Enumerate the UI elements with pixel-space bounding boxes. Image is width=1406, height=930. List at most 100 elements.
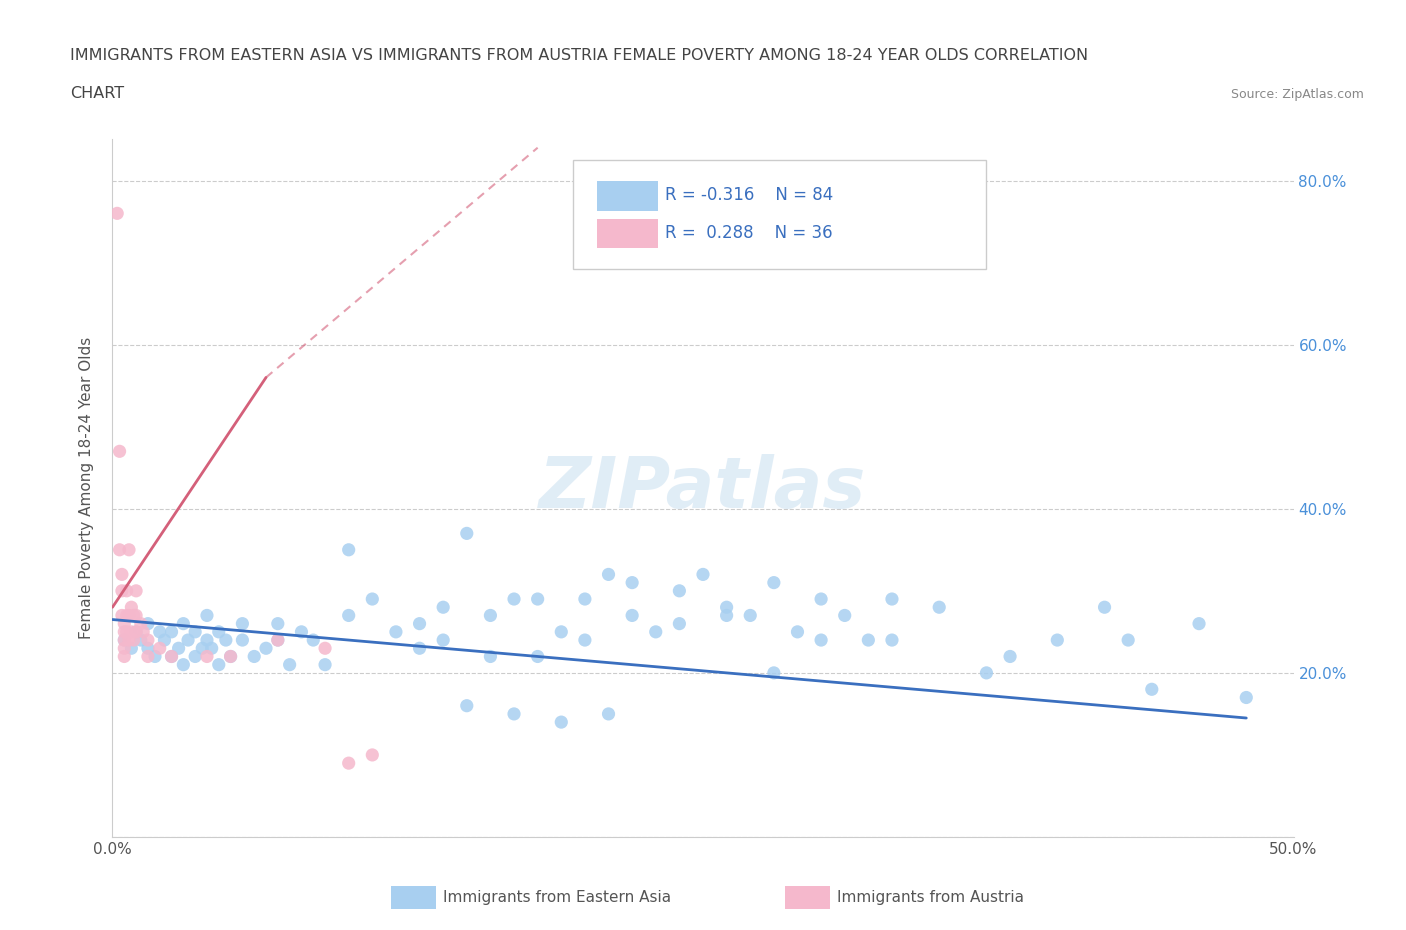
Point [172, 617, 194, 631]
Point [385, 624, 408, 639]
Point [1234, 690, 1257, 705]
Point [1188, 617, 1211, 631]
Point [574, 591, 596, 606]
Point [267, 617, 290, 631]
Point [149, 624, 172, 639]
Point [810, 632, 832, 647]
Point [314, 641, 336, 656]
Point [668, 617, 690, 631]
Point [290, 624, 312, 639]
Point [118, 542, 141, 557]
Point [1116, 632, 1139, 647]
Point [231, 617, 253, 631]
Point [692, 567, 714, 582]
Point [337, 608, 360, 623]
Point [526, 649, 548, 664]
Y-axis label: Female Poverty Among 18-24 Year Olds: Female Poverty Among 18-24 Year Olds [79, 338, 94, 640]
Point [111, 567, 134, 582]
Point [243, 649, 266, 664]
Point [195, 632, 218, 647]
Point [834, 608, 856, 623]
Point [105, 206, 128, 220]
Point [278, 658, 301, 672]
Text: R =  0.288    N = 36: R = 0.288 N = 36 [665, 224, 832, 242]
Point [998, 649, 1021, 664]
Point [153, 632, 176, 647]
Point [208, 658, 231, 672]
Point [115, 583, 138, 598]
Point [208, 624, 231, 639]
Point [172, 658, 194, 672]
Point [132, 624, 155, 639]
Point [115, 608, 138, 623]
Point [479, 649, 502, 664]
Text: ZIPatlas: ZIPatlas [540, 454, 866, 523]
Point [112, 624, 135, 639]
Point [716, 608, 738, 623]
Point [361, 748, 384, 763]
Point [118, 608, 141, 623]
Point [108, 444, 131, 458]
Point [408, 617, 430, 631]
Point [215, 632, 238, 647]
Point [786, 624, 808, 639]
Text: Immigrants from Eastern Asia: Immigrants from Eastern Asia [443, 890, 671, 905]
Point [302, 632, 325, 647]
Point [550, 714, 572, 729]
Point [111, 583, 134, 598]
FancyBboxPatch shape [574, 161, 987, 269]
Point [337, 756, 360, 771]
Point [432, 632, 454, 647]
Point [120, 641, 142, 656]
Point [184, 624, 207, 639]
FancyBboxPatch shape [596, 219, 658, 248]
Point [621, 575, 644, 590]
Point [112, 632, 135, 647]
Point [267, 632, 290, 647]
Point [231, 632, 253, 647]
Point [125, 608, 148, 623]
Point [361, 591, 384, 606]
Text: Immigrants from Austria: Immigrants from Austria [837, 890, 1024, 905]
Point [129, 632, 152, 647]
Point [108, 542, 131, 557]
Point [195, 649, 218, 664]
Point [111, 608, 134, 623]
Point [160, 649, 183, 664]
Point [195, 608, 218, 623]
Point [598, 707, 620, 722]
Text: Source: ZipAtlas.com: Source: ZipAtlas.com [1230, 87, 1364, 100]
Point [621, 608, 644, 623]
Point [432, 600, 454, 615]
Point [112, 617, 135, 631]
Point [858, 632, 880, 647]
Point [503, 591, 526, 606]
Point [1094, 600, 1116, 615]
Point [160, 624, 183, 639]
Point [880, 632, 903, 647]
Point [740, 608, 762, 623]
Point [598, 567, 620, 582]
Point [337, 542, 360, 557]
Point [122, 632, 145, 647]
Point [125, 624, 148, 639]
Point [668, 583, 690, 598]
Point [503, 707, 526, 722]
Point [160, 649, 183, 664]
Point [550, 624, 572, 639]
Point [219, 649, 242, 664]
Point [136, 641, 159, 656]
Point [120, 600, 142, 615]
Point [112, 641, 135, 656]
Point [1046, 632, 1069, 647]
Point [143, 649, 166, 664]
Point [574, 632, 596, 647]
Point [112, 632, 135, 647]
Point [120, 624, 142, 639]
Point [810, 591, 832, 606]
Point [526, 591, 548, 606]
Point [136, 632, 159, 647]
Point [149, 641, 172, 656]
Point [177, 632, 200, 647]
Text: R = -0.316    N = 84: R = -0.316 N = 84 [665, 186, 834, 205]
